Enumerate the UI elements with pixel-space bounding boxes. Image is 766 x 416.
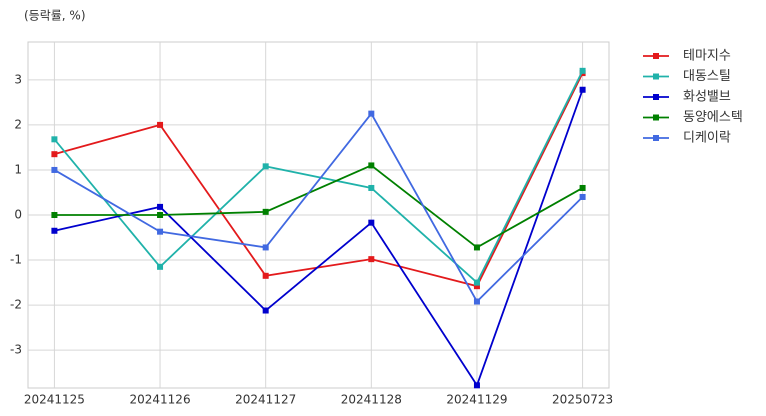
point-marker	[262, 272, 269, 279]
y-tick-label: -3	[10, 343, 22, 357]
point-marker	[157, 203, 164, 210]
point-marker	[262, 244, 269, 251]
legend-label: 테마지수	[683, 49, 731, 64]
point-marker	[262, 163, 269, 170]
point-marker	[262, 307, 269, 314]
series-line	[54, 164, 584, 249]
series-line	[53, 112, 584, 303]
point-marker	[473, 279, 480, 286]
point-marker	[368, 256, 375, 263]
y-tick-label: 2	[14, 117, 22, 131]
point-marker	[579, 184, 586, 191]
point-marker	[579, 193, 586, 200]
point-marker	[51, 227, 58, 234]
point-marker	[262, 208, 269, 215]
point-marker	[157, 212, 164, 218]
legend-marker	[653, 53, 659, 59]
point-marker	[157, 228, 164, 235]
point-marker	[473, 382, 480, 389]
point-marker	[157, 121, 164, 128]
point-marker	[473, 298, 480, 305]
point-marker	[473, 283, 480, 290]
y-tick-label: 3	[14, 72, 22, 86]
point-marker	[368, 219, 375, 226]
x-tick-label: 20241127	[235, 393, 296, 407]
point-marker	[51, 212, 58, 218]
legend-marker	[653, 94, 659, 100]
y-axis-label: (등락률, %)	[24, 9, 86, 23]
point-marker	[473, 244, 480, 251]
y-tick-label: 0	[14, 208, 22, 222]
point-marker	[368, 184, 375, 191]
legend-marker	[653, 135, 659, 141]
legend-marker	[653, 73, 659, 80]
legend-label: 동양에스텍	[683, 110, 743, 125]
x-tick-label: 20241126	[130, 393, 191, 407]
x-tick-label: 20250723	[552, 393, 613, 407]
point-marker	[51, 136, 58, 143]
point-marker	[157, 263, 164, 270]
y-tick-label: -1	[10, 253, 22, 267]
point-marker	[579, 67, 586, 74]
point-marker	[579, 86, 586, 93]
point-marker	[368, 162, 375, 169]
x-tick-label: 20241125	[24, 393, 85, 407]
point-marker	[368, 110, 375, 117]
point-marker	[51, 166, 58, 173]
y-tick-label: -2	[10, 298, 22, 312]
legend-label: 화성밸브	[683, 90, 731, 105]
series-line	[53, 70, 584, 285]
series-line	[54, 89, 584, 388]
y-tick-label: 1	[14, 162, 22, 176]
legend-label: 디케이락	[683, 131, 731, 146]
legend-marker	[653, 114, 659, 121]
x-tick-label: 20241128	[341, 393, 402, 407]
point-marker	[51, 151, 58, 158]
legend-label: 대동스틸	[683, 69, 731, 84]
x-tick-label: 20241129	[446, 393, 507, 407]
